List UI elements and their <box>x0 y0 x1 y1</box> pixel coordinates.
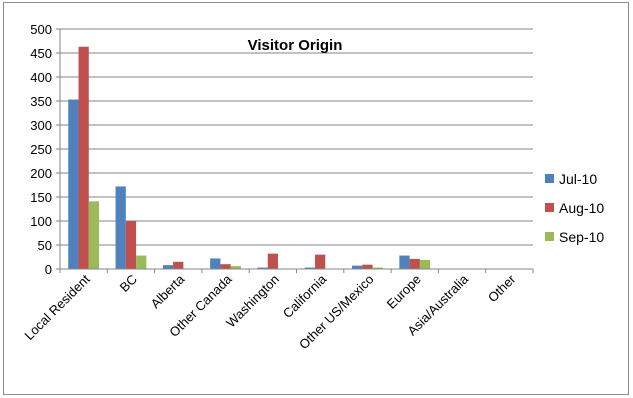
gridlines <box>60 28 533 246</box>
bar-jul-10 <box>210 258 221 269</box>
x-tick-label: Alberta <box>148 271 188 311</box>
bars <box>68 46 431 270</box>
y-tick-label: 450 <box>30 46 52 61</box>
bar-sep-10 <box>136 255 147 269</box>
bar-jul-10 <box>257 267 268 269</box>
y-tick-label: 50 <box>38 238 52 253</box>
x-tick-label: Local Resident <box>21 271 93 343</box>
x-tick-label: Other <box>485 271 519 305</box>
x-tick-label: BC <box>117 272 140 295</box>
bar-aug-10 <box>173 261 184 269</box>
legend-swatch <box>545 174 554 183</box>
y-tick-label: 150 <box>30 190 52 205</box>
bar-sep-10 <box>372 267 383 269</box>
legend-swatch <box>545 232 554 241</box>
bar-aug-10 <box>78 46 89 270</box>
legend-label: Jul-10 <box>559 171 597 187</box>
bar-jul-10 <box>304 267 316 269</box>
legend-label: Aug-10 <box>559 200 604 216</box>
x-tick-label: Europe <box>384 272 424 312</box>
bar-jul-10 <box>162 265 174 269</box>
bar-sep-10 <box>230 266 241 269</box>
chart-title: Visitor Origin <box>248 37 343 54</box>
legend-swatch <box>545 203 554 212</box>
y-tick-label: 0 <box>45 262 52 277</box>
bar-aug-10 <box>409 258 420 269</box>
bar-jul-10 <box>399 255 410 269</box>
y-tick-label: 250 <box>30 142 52 157</box>
bar-aug-10 <box>125 221 137 269</box>
legend-label: Sep-10 <box>559 229 604 245</box>
x-tick-label: California <box>280 271 330 321</box>
bar-aug-10 <box>220 264 231 269</box>
bar-aug-10 <box>315 254 326 269</box>
y-tick-label: 400 <box>30 70 52 85</box>
chart-frame <box>3 2 629 395</box>
bar-jul-10 <box>352 265 363 269</box>
y-tick-label: 500 <box>30 22 52 37</box>
bar-jul-10 <box>115 186 126 269</box>
legend: Jul-10 Aug-10 Sep-10 <box>545 171 604 245</box>
bar-sep-10 <box>88 201 100 269</box>
y-tick-label: 300 <box>30 118 52 133</box>
bar-aug-10 <box>267 253 278 269</box>
y-tick-label: 350 <box>30 94 52 109</box>
y-tick-label: 100 <box>30 214 52 229</box>
bar-aug-10 <box>362 264 373 269</box>
bar-sep-10 <box>419 259 431 269</box>
bar-jul-10 <box>68 99 79 269</box>
y-tick-label: 200 <box>30 166 52 181</box>
y-tick-labels: 0 50 100 150 200 250 300 350 400 450 500 <box>30 22 52 277</box>
axes <box>56 28 534 273</box>
